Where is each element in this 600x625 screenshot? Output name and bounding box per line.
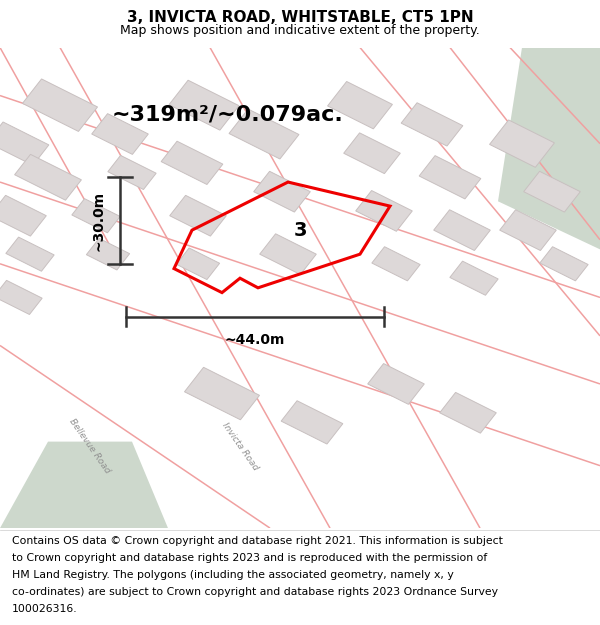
Text: to Crown copyright and database rights 2023 and is reproduced with the permissio: to Crown copyright and database rights 2… bbox=[12, 553, 487, 563]
Polygon shape bbox=[72, 199, 120, 232]
Polygon shape bbox=[344, 133, 400, 174]
Text: HM Land Registry. The polygons (including the associated geometry, namely x, y: HM Land Registry. The polygons (includin… bbox=[12, 570, 454, 580]
Polygon shape bbox=[6, 237, 54, 271]
Polygon shape bbox=[0, 122, 49, 165]
Text: ~319m²/~0.079ac.: ~319m²/~0.079ac. bbox=[112, 105, 344, 125]
Text: 3: 3 bbox=[293, 221, 307, 239]
Polygon shape bbox=[0, 442, 168, 528]
Polygon shape bbox=[22, 79, 98, 131]
Polygon shape bbox=[500, 210, 556, 251]
Text: 3, INVICTA ROAD, WHITSTABLE, CT5 1PN: 3, INVICTA ROAD, WHITSTABLE, CT5 1PN bbox=[127, 9, 473, 24]
Polygon shape bbox=[401, 102, 463, 146]
Text: Invicta Road: Invicta Road bbox=[220, 421, 260, 472]
Polygon shape bbox=[86, 238, 130, 270]
Text: Bellevue Road: Bellevue Road bbox=[68, 418, 112, 476]
Polygon shape bbox=[281, 401, 343, 444]
Polygon shape bbox=[229, 109, 299, 159]
Polygon shape bbox=[450, 261, 498, 295]
Polygon shape bbox=[161, 141, 223, 184]
Text: ~44.0m: ~44.0m bbox=[225, 334, 285, 348]
Polygon shape bbox=[184, 368, 260, 420]
Polygon shape bbox=[328, 81, 392, 129]
Text: Contains OS data © Crown copyright and database right 2021. This information is : Contains OS data © Crown copyright and d… bbox=[12, 536, 503, 546]
Text: Map shows position and indicative extent of the property.: Map shows position and indicative extent… bbox=[120, 24, 480, 37]
Text: 100026316.: 100026316. bbox=[12, 604, 77, 614]
Polygon shape bbox=[490, 120, 554, 168]
Polygon shape bbox=[92, 114, 148, 154]
Text: co-ordinates) are subject to Crown copyright and database rights 2023 Ordnance S: co-ordinates) are subject to Crown copyr… bbox=[12, 587, 498, 597]
Polygon shape bbox=[372, 247, 420, 281]
Polygon shape bbox=[254, 171, 310, 212]
Polygon shape bbox=[14, 154, 82, 200]
Polygon shape bbox=[170, 196, 226, 236]
Polygon shape bbox=[260, 234, 316, 274]
Polygon shape bbox=[498, 48, 600, 249]
Polygon shape bbox=[368, 364, 424, 404]
Polygon shape bbox=[108, 156, 156, 189]
Text: ~30.0m: ~30.0m bbox=[91, 191, 105, 251]
Polygon shape bbox=[169, 80, 239, 130]
Polygon shape bbox=[524, 171, 580, 212]
Polygon shape bbox=[419, 156, 481, 199]
Polygon shape bbox=[0, 196, 46, 236]
Polygon shape bbox=[176, 248, 220, 279]
Polygon shape bbox=[0, 281, 42, 314]
Polygon shape bbox=[434, 210, 490, 251]
Polygon shape bbox=[540, 247, 588, 281]
Polygon shape bbox=[356, 191, 412, 231]
Polygon shape bbox=[440, 392, 496, 433]
